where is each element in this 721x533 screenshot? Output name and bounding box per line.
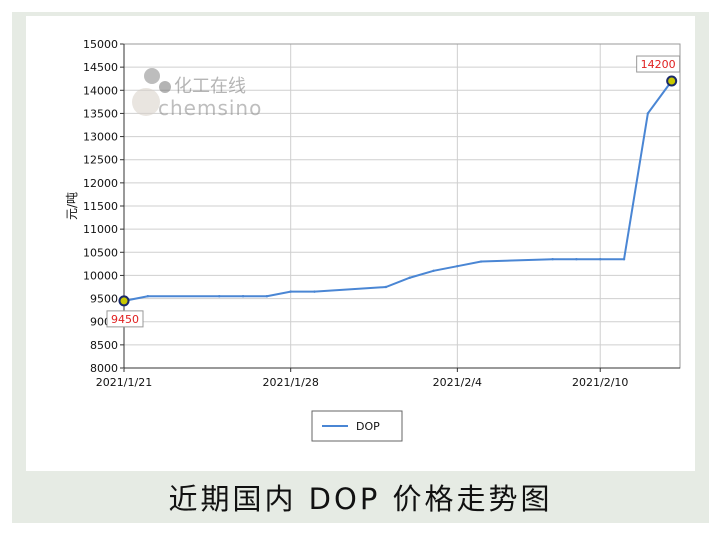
data-point — [646, 112, 650, 115]
legend: DOP — [311, 410, 403, 442]
y-axis-label: 元/吨 — [65, 192, 79, 220]
dop-series-line — [123, 80, 673, 302]
figure-caption: 近期国内 DOP 价格走势图 — [168, 481, 553, 516]
y-tick-label: 11000 — [83, 223, 118, 236]
grid-layer — [123, 43, 680, 369]
y-tick-label: 13000 — [83, 131, 118, 144]
y-tick-label: 12000 — [83, 177, 118, 190]
y-tick-label: 8500 — [90, 339, 118, 352]
data-point — [384, 285, 388, 289]
figure-frame: 化工在线 chemsino 8000 8500 9000 9500 10000 10500… — [12, 12, 709, 523]
legend-label: DOP — [356, 420, 380, 433]
y-tick-label: 8000 — [90, 362, 118, 375]
y-tick-label: 14000 — [83, 84, 118, 97]
y-tick-label: 14500 — [83, 61, 118, 74]
data-point — [551, 258, 554, 261]
data-point — [408, 276, 411, 279]
label-layer: 9450 14200 — [106, 55, 681, 328]
watermark-cn: 化工在线 — [174, 76, 246, 97]
x-tick-label: 2021/2/10 — [572, 376, 628, 389]
y-tick-label: 11500 — [83, 200, 118, 213]
x-tick-label: 2021/2/4 — [433, 376, 482, 389]
data-point — [432, 269, 435, 272]
data-label: 14200 — [641, 58, 676, 71]
data-point — [265, 295, 269, 298]
data-point — [599, 258, 602, 261]
data-point — [218, 295, 221, 298]
watermark-en: chemsino — [158, 96, 262, 120]
y-tick-label: 9500 — [90, 293, 118, 306]
data-label-box — [106, 310, 144, 328]
logo-ball-1 — [144, 68, 160, 84]
axes-layer: 8000850090009500100001050011000115001200… — [65, 38, 681, 389]
data-point — [456, 264, 459, 268]
highlight-point — [118, 295, 130, 307]
y-tick-label: 13500 — [83, 107, 118, 120]
y-tick-label: 10000 — [83, 269, 118, 282]
data-point — [575, 258, 578, 261]
y-tick-label: 15000 — [83, 38, 118, 51]
chart-panel: 化工在线 chemsino 8000 8500 9000 9500 10000 10500… — [26, 16, 695, 471]
data-point — [622, 258, 626, 261]
data-point — [289, 290, 292, 293]
x-tick-label: 2021/1/21 — [96, 376, 152, 389]
x-tick-label: 2021/1/28 — [262, 376, 318, 389]
data-point — [313, 290, 316, 293]
y-tick-label: 12500 — [83, 154, 118, 167]
data-point — [479, 260, 483, 263]
logo-ball-2 — [159, 81, 171, 93]
series-layer — [118, 75, 678, 307]
y-tick-label: 10500 — [83, 246, 118, 259]
data-label: 9450 — [111, 313, 139, 326]
dop-price-chart: 化工在线 chemsino 80008500900095001000010500… — [65, 38, 681, 442]
highlight-point — [666, 75, 678, 87]
data-point — [146, 295, 150, 298]
logo-ball-big — [132, 88, 160, 116]
data-point — [241, 295, 245, 298]
data-label-box — [636, 55, 681, 73]
chemsino-watermark: 化工在线 chemsino — [132, 68, 262, 120]
